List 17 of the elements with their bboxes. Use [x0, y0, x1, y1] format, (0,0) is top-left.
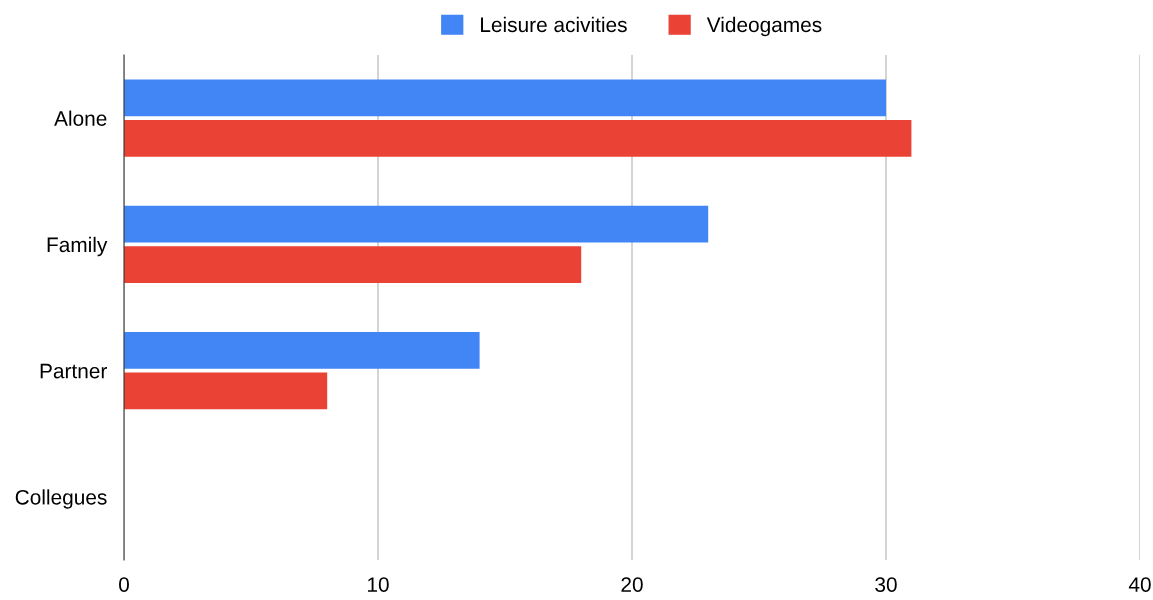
y-tick-label: Family	[47, 236, 108, 257]
legend-label: Videogames	[706, 16, 822, 37]
bar	[124, 79, 886, 117]
x-tick-label: 10	[368, 577, 389, 592]
y-tick-label: Collegues	[15, 489, 107, 509]
bar	[124, 120, 912, 157]
y-tick-label: Partner	[40, 363, 107, 379]
bar	[124, 372, 328, 410]
bar	[124, 205, 709, 243]
x-tick-label: 20	[621, 577, 643, 592]
bar	[124, 332, 480, 369]
x-tick-label: 30	[875, 577, 897, 592]
x-tick-label: 0	[119, 577, 129, 592]
x-tick-label: 40	[1128, 577, 1151, 592]
y-tick-label: Alone	[54, 110, 107, 126]
legend-label: Leisure acivities	[481, 16, 627, 33]
bar	[124, 246, 582, 283]
